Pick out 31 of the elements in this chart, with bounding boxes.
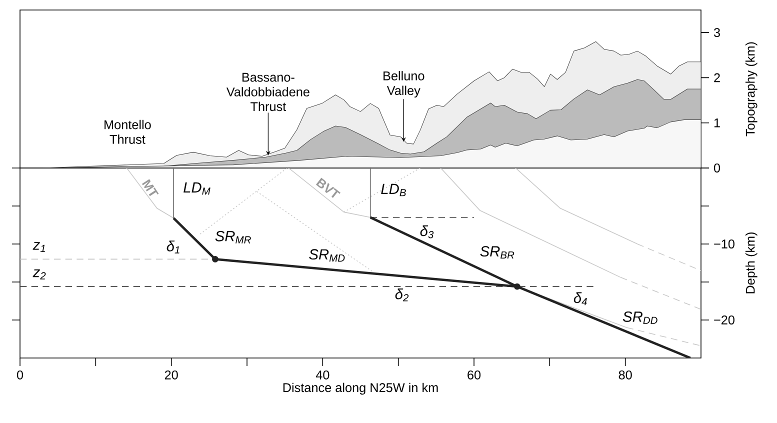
y-tick-label: 3	[714, 28, 720, 38]
annotation: δ$_{4}$	[574, 292, 587, 306]
annotation: SR$_{MR}$	[215, 230, 251, 244]
y-tick-label: 2	[714, 73, 720, 82]
annotation: SR$_{BR}$	[480, 246, 514, 259]
annotation: SR$_{DD}$	[622, 312, 658, 324]
annotation: LD$_{B}$	[381, 184, 406, 196]
annotation: z$_{2}$	[32, 269, 46, 280]
annotation: δ$_{1}$	[166, 240, 180, 254]
y-axis-title: Depth (km)	[745, 232, 758, 294]
annotation: BVT	[316, 178, 341, 198]
annotation: δ$_{3}$	[420, 225, 434, 238]
y-tick-label: −10	[714, 240, 734, 248]
x-tick-label: 60	[468, 370, 481, 380]
x-tick-label: 40	[316, 370, 330, 380]
annotation: Bassano-Valdobbiadene Thrust	[226, 72, 310, 112]
annotation: δ$_{2}$	[395, 288, 409, 302]
x-axis-title: Distance along N25W in km	[283, 382, 438, 395]
x-tick-label: 0	[16, 370, 24, 380]
annotation: Montello Thrust	[104, 120, 151, 144]
y-tick-label: 1	[714, 118, 720, 128]
y-axis-title: Topography (km)	[745, 42, 758, 136]
annotation: z$_{1}$	[32, 242, 46, 252]
x-tick-label: 20	[164, 370, 178, 380]
y-tick-label: −20	[714, 316, 734, 324]
x-tick-label: 80	[618, 370, 632, 380]
annotation: LD$_{M}$	[184, 182, 210, 195]
y-tick-label: 0	[714, 163, 720, 172]
annotation: SR$_{MD}$	[309, 249, 345, 262]
annotation: MT	[142, 179, 159, 196]
annotation: Belluno Valley	[384, 71, 424, 98]
